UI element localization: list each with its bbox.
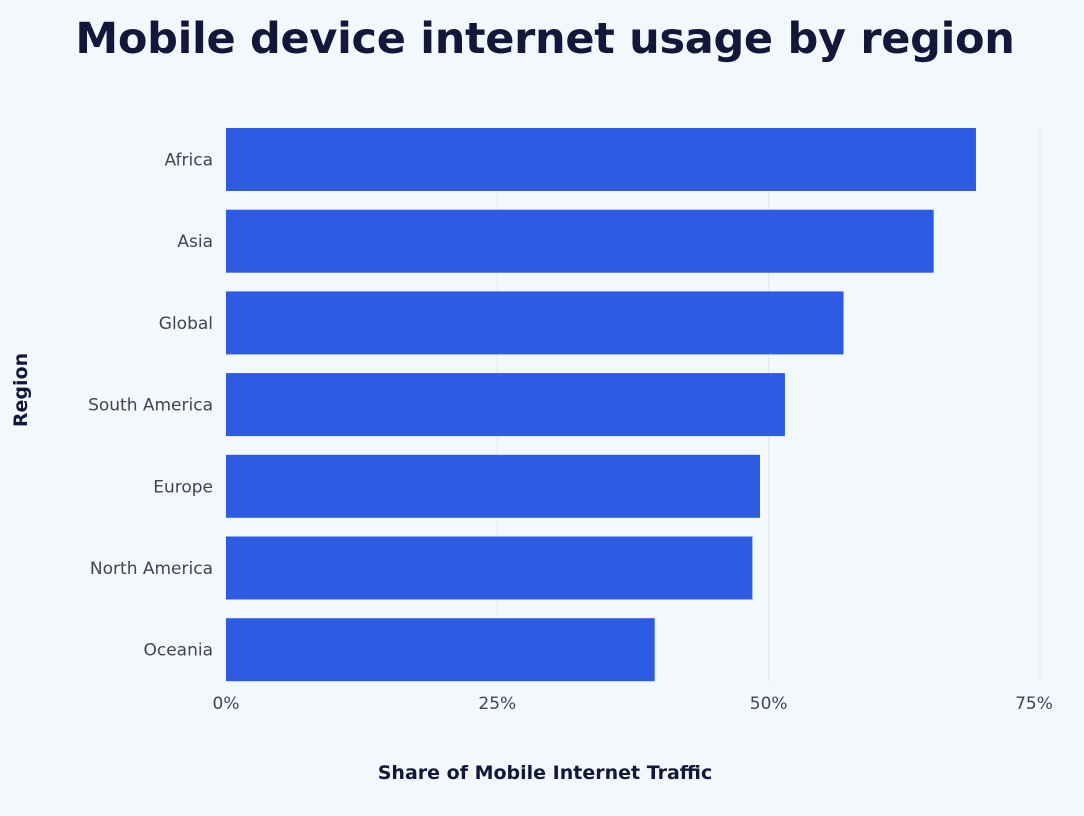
bar-north-america: [226, 536, 753, 600]
category-label: Asia: [177, 232, 213, 252]
x-axis-title: Share of Mobile Internet Traffic: [377, 762, 713, 784]
category-label: Africa: [165, 151, 214, 171]
bar-oceania: [226, 618, 655, 682]
chart-title: Mobile device internet usage by region: [75, 14, 1015, 64]
bar-global: [226, 291, 844, 355]
bar-europe: [226, 454, 760, 518]
bar-africa: [226, 128, 976, 191]
category-label: Europe: [153, 477, 213, 497]
category-label: Oceania: [143, 641, 213, 661]
x-tick-label: 0%: [213, 694, 240, 714]
bars: [226, 128, 976, 682]
x-tick-label: 25%: [478, 694, 516, 714]
x-tick-label: 50%: [750, 694, 788, 714]
bar-asia: [226, 209, 934, 273]
x-tick-labels: 0% 25% 50% 75%: [213, 694, 1053, 714]
category-label: South America: [88, 396, 213, 416]
bar-south-america: [226, 373, 785, 437]
category-label: North America: [90, 559, 213, 579]
x-tick-label: 75%: [1015, 694, 1053, 714]
category-label: Global: [159, 314, 213, 334]
category-labels: Africa Asia Global South America Europe North…: [88, 151, 213, 661]
